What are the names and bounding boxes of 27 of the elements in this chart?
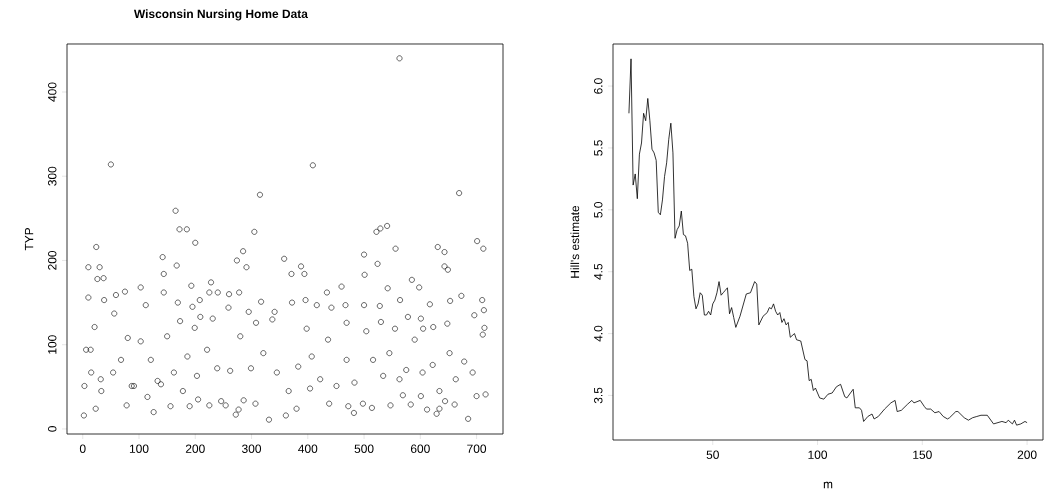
y-tick-label: 0 [48,426,57,432]
x-tick-label: 200 [1017,450,1037,459]
y-tick-label: 200 [48,250,57,270]
x-tick-label: 100 [129,444,149,453]
x-axis-title: m [823,481,833,489]
y-axis-title: Hill's estimate [570,205,580,278]
x-tick-label: 300 [242,444,262,453]
chart-title: Wisconsin Nursing Home Data [133,9,308,21]
y-tick-label: 400 [48,82,57,102]
y-tick-label: 4.0 [594,325,603,342]
x-tick-label: 50 [706,450,719,459]
y-tick-label: 5.5 [594,140,603,156]
y-tick-label: 300 [48,166,57,186]
x-tick-label: 150 [913,450,932,459]
y-tick-label: 3.5 [594,387,603,404]
x-tick-label: 600 [410,444,430,453]
x-tick-label: 400 [298,444,318,453]
x-tick-label: 100 [808,450,828,459]
y-tick-label: 4.5 [594,263,603,280]
y-tick-label: 6.0 [594,78,603,94]
x-tick-label: 500 [354,444,374,453]
x-tick-label: 700 [467,444,487,453]
x-tick-label: 0 [79,444,86,453]
x-tick-label: 200 [185,444,205,453]
y-axis-title: TYP [24,228,34,251]
y-tick-label: 5.0 [594,201,603,218]
y-tick-label: 100 [48,335,57,354]
